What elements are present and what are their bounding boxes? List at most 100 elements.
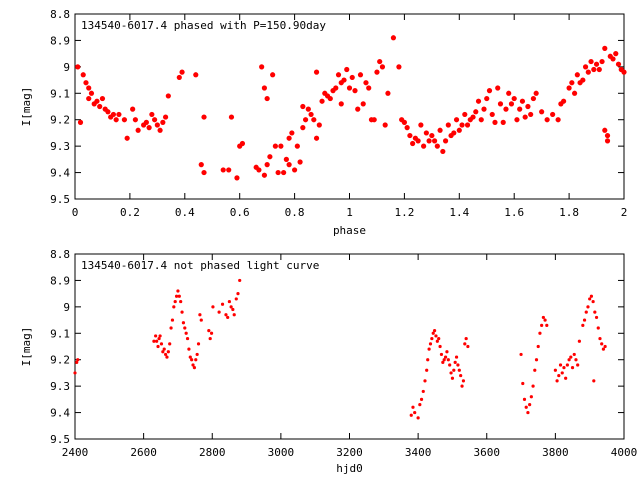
panel2-data-point [76,358,80,362]
panel1-data-point [434,143,440,149]
panel1-data-point [311,117,317,123]
panel1-data-point [489,111,495,118]
panel2-data-point [581,323,585,327]
panel2-data-point [463,342,467,346]
panel1-data-point [374,69,380,75]
panel1-data-point [83,80,89,86]
panel1-data-point [360,101,366,107]
panel2-data-point [430,336,434,341]
panel1-data-point [596,66,602,73]
panel1-xtick-label: 0.6 [230,206,250,219]
panel1-data-point [599,58,605,65]
panel2-data-point [598,336,602,341]
panel1-ytick-label: 9.4 [50,167,70,180]
panel2-data-point [173,299,177,304]
panel2-data-point [565,363,569,367]
panel2-data-point [159,342,164,346]
panel2-data-point [419,397,424,401]
panel1-data-point [382,122,388,128]
panel2-xtick-label: 3400 [405,446,432,459]
panel1-data-point [201,114,207,120]
panel2-data-point [165,355,169,359]
panel2-data-point [207,329,211,333]
panel1-data-point [475,98,482,104]
panel1-data-point [604,132,611,139]
panel1-data-point [154,122,160,128]
panel2-data-point [577,339,581,343]
panel2-data-point [158,334,162,338]
panel2-data-point [582,318,587,322]
panel2-data-point [211,305,215,309]
panel1-data-point [508,101,515,107]
panel2-data-point [560,371,564,375]
panel1-data-point [261,172,268,178]
panel1-data-point [459,122,465,128]
panel2-data-point [454,355,459,359]
panel1-data-point [431,138,438,144]
panel2-data-point [538,331,542,335]
panel1-data-point [105,109,111,115]
panel1-xtick-label: 1.4 [449,206,469,219]
panel2-data-point [450,376,455,380]
panel2-data-point [452,368,456,372]
panel1-xtick-label: 0.2 [120,206,140,219]
panel2-data-point [184,331,188,335]
panel1-data-point [110,111,117,118]
panel1-data-point [289,130,295,136]
panel1-data-point [86,85,92,91]
panel1-data-point [160,119,166,125]
panel1-xtick-label: 0.8 [285,206,305,219]
panel1-data-point [77,119,84,125]
panel2-data-point [586,305,590,309]
panel1-data-point [294,143,300,149]
panel1-data-point [179,69,185,75]
panel2-xtick-label: 4000 [611,446,638,459]
panel2-data-point [162,347,166,351]
panel1-data-point [308,111,314,118]
panel2-data-point [224,313,228,317]
panel1-data-point [275,169,281,176]
panel2-data-point [456,363,460,367]
panel2-data-point [533,368,537,372]
panel2-data-point [413,410,417,415]
panel2-data-point [576,363,580,367]
panel2-data-point [589,294,594,298]
panel1-data-point [401,119,407,125]
panel2-data-point [190,358,194,362]
panel2-data-point [176,289,180,293]
panel1-data-point [234,175,240,181]
panel1-data-point [429,132,435,139]
panel2-data-point [220,302,225,306]
panel1-data-point [396,64,402,70]
panel2-data-point [567,358,571,362]
panel1-data-point [426,138,432,144]
panel1-data-point [88,90,95,96]
panel1-data-point [517,106,523,112]
panel2-data-point [531,384,535,388]
panel1-data-point [338,101,344,107]
panel1-data-point [256,167,262,173]
panel2-data-point [183,326,187,330]
panel2-data-point [435,339,439,343]
panel1-xtick-label: 1.6 [504,206,524,219]
panel2-ytick-label: 9.1 [50,327,70,340]
panel1-data-point [371,117,377,123]
panel1-ytick-label: 9 [63,61,70,74]
panel1-data-point [286,135,292,141]
panel1-data-point [486,88,493,94]
panel2-data-point [558,363,563,367]
panel1-data-point [610,56,616,62]
panel2-data-point [166,350,170,354]
panel1-data-point [544,117,550,123]
panel1-data-point [533,90,539,96]
panel2-data-point [596,326,600,330]
panel1-data-point [270,72,276,78]
panel1-data-point [571,90,578,96]
panel1-data-point [333,85,339,91]
panel1-chart-title: 134540-6017.4 phased with P=150.90day [81,19,326,32]
panel1-x-axis-label: phase [333,224,366,237]
panel2-data-point [457,368,461,372]
panel1-data-point [390,35,397,41]
panel1-data-point [176,74,182,81]
panel1-xtick-label: 1.8 [559,206,579,219]
